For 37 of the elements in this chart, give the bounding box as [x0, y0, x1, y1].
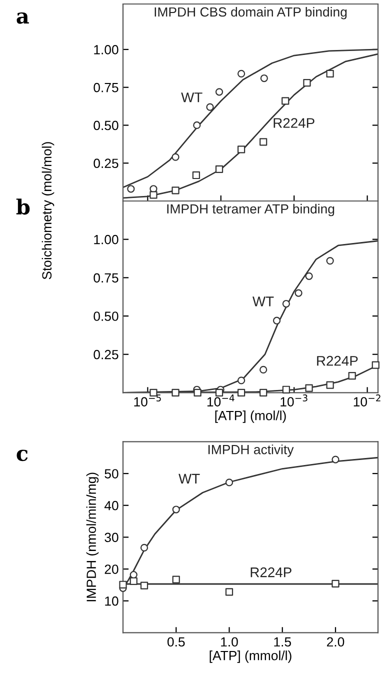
series-label: R224P [317, 356, 358, 366]
text: c [16, 450, 28, 462]
series-label: WT [181, 92, 202, 102]
y-tick-label: 20 [104, 564, 118, 574]
series-label: R224P [250, 567, 292, 578]
y-tick-label: 0.75 [94, 273, 118, 283]
x-tick-label: 0.5 [167, 637, 185, 647]
x-tick-label: 10$^{−4}$ [207, 394, 234, 406]
x-tick-label: 1.0 [221, 637, 238, 647]
series-label: WT [178, 474, 200, 484]
y-tick-label: 30 [104, 532, 118, 542]
y-tick-label: 1.00 [94, 45, 118, 54]
y-tick-label: 0.25 [94, 158, 118, 168]
y-axis-title: Stoichiometry (mol/mol) [42, 142, 54, 280]
y-tick-label: 0.75 [94, 82, 118, 92]
chart-title: IMPDH CBS domain ATP binding [154, 6, 347, 20]
x-axis-title: [ATP] (mol/l) [215, 410, 286, 423]
y-tick-label: 0.50 [94, 120, 118, 130]
chart-title: IMPDH tetramer ATP binding [167, 204, 334, 216]
text: a [16, 12, 29, 24]
x-axis-title: [ATP] (mmol/l) [210, 650, 292, 663]
y-tick-label: 0.50 [94, 312, 118, 321]
x-tick-label: 10$^{−2}$ [354, 394, 380, 406]
y-tick-label: 1.00 [94, 234, 118, 244]
x-tick-label: 10$^{−5}$ [134, 394, 161, 406]
series-label: R224P [274, 118, 314, 128]
series-label: WT [252, 296, 274, 306]
y-tick-label: 10 [105, 596, 118, 606]
text: b [16, 198, 30, 215]
y-tick-label: 40 [104, 500, 118, 510]
x-tick-label: 1.5 [274, 637, 291, 647]
y-tick-label: 50 [104, 469, 118, 478]
x-tick-label: 2.0 [326, 637, 344, 647]
x-tick-label: 10$^{−3}$ [280, 394, 308, 406]
chart-title: IMPDH activity [208, 444, 294, 457]
y-axis-title: IMPDH (nmol/min/mg) [86, 472, 99, 602]
y-tick-label: 0.25 [94, 350, 118, 360]
